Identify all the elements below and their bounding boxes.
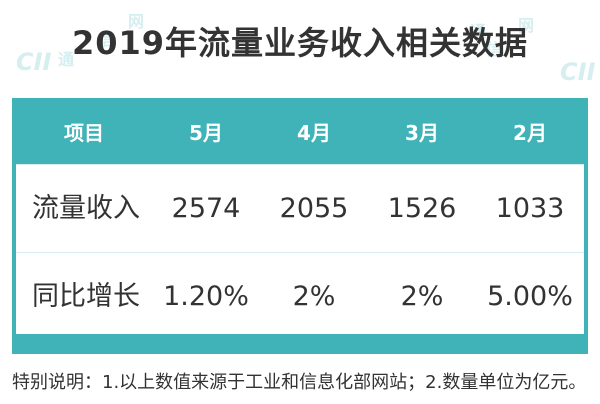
row-label: 流量收入 — [32, 193, 140, 224]
table-row-yoy-growth: 同比增长 1.20% 2% 2% 5.00% — [16, 252, 584, 341]
table-bottom-bar — [16, 334, 584, 350]
cell-february: 5.00% — [487, 281, 573, 312]
footnote: 特别说明：1.以上数值来源于工业和信息化部网站；2.数量单位为亿元。 — [12, 372, 587, 393]
page-title: 2019年流量业务收入相关数据 — [71, 24, 529, 62]
cell-may: 2574 — [171, 193, 241, 224]
row-label: 同比增长 — [32, 281, 140, 312]
data-table: 项目 5月 4月 3月 2月 流量收入 2574 2055 1526 1033 … — [12, 98, 588, 354]
cell-march: 1526 — [387, 193, 457, 224]
cell-april: 2055 — [279, 193, 349, 224]
cell-may: 1.20% — [163, 281, 249, 312]
cell-february: 1033 — [495, 193, 565, 224]
header-cell-march: 3月 — [405, 121, 439, 145]
table-row-traffic-revenue: 流量收入 2574 2055 1526 1033 — [16, 164, 584, 253]
cell-april: 2% — [292, 281, 336, 312]
table-header-row: 项目 5月 4月 3月 2月 — [16, 102, 584, 164]
header-cell-may: 5月 — [189, 121, 223, 145]
header-cell-april: 4月 — [297, 121, 331, 145]
header-cell-february: 2月 — [513, 121, 547, 145]
header-cell-item: 项目 — [64, 121, 104, 145]
cell-march: 2% — [400, 281, 444, 312]
